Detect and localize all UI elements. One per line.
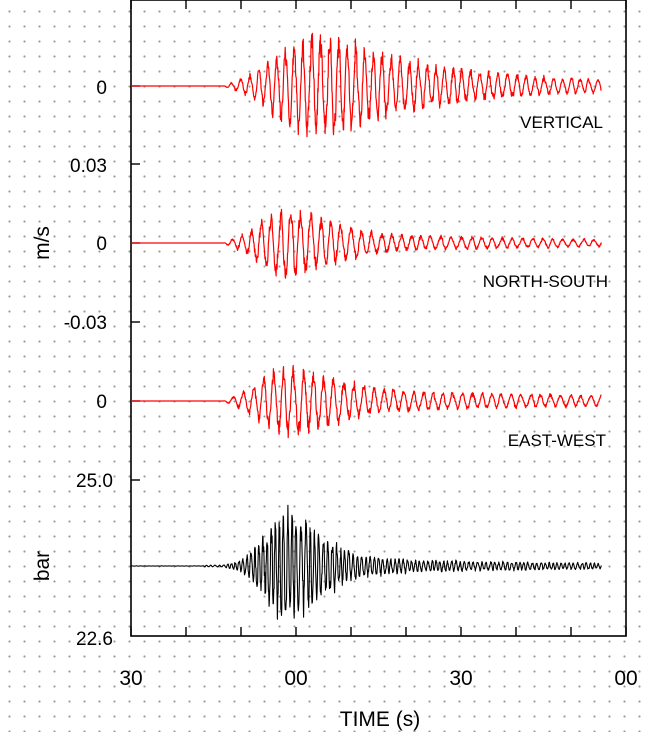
y-tick-label-6: 22.6	[76, 629, 113, 650]
y-tick-label-0: 0	[96, 78, 107, 99]
x-tick-label-1: 00	[284, 667, 307, 690]
x-tick-label-0: 30	[119, 667, 142, 690]
trace-label-vertical: VERTICAL	[520, 113, 603, 132]
trace-label-east-west: EAST-WEST	[508, 431, 606, 450]
x-tick-label-2: 30	[449, 667, 472, 690]
x-axis-label: TIME (s)	[340, 708, 420, 731]
y-tick-label-1: 0.03	[70, 156, 107, 177]
trace-line-east-west	[130, 364, 602, 439]
y-tick-label-5: 25.0	[76, 471, 113, 492]
x-tick-label-3: 00	[614, 667, 637, 690]
y-tick-label-3: -0.03	[64, 313, 107, 334]
trace-line-pressure	[130, 504, 602, 620]
trace-line-north-south	[130, 208, 602, 279]
y-axis-label-pressure: bar	[31, 551, 54, 581]
chart-marks	[130, 0, 627, 636]
y-tick-label-2: 0	[96, 234, 107, 255]
plot-frame	[130, 0, 627, 637]
y-axis-label-velocity: m/s	[31, 226, 54, 260]
trace-line-vertical	[130, 32, 602, 138]
y-tick-label-4: 0	[96, 392, 107, 413]
trace-label-north-south: NORTH-SOUTH	[483, 272, 608, 291]
